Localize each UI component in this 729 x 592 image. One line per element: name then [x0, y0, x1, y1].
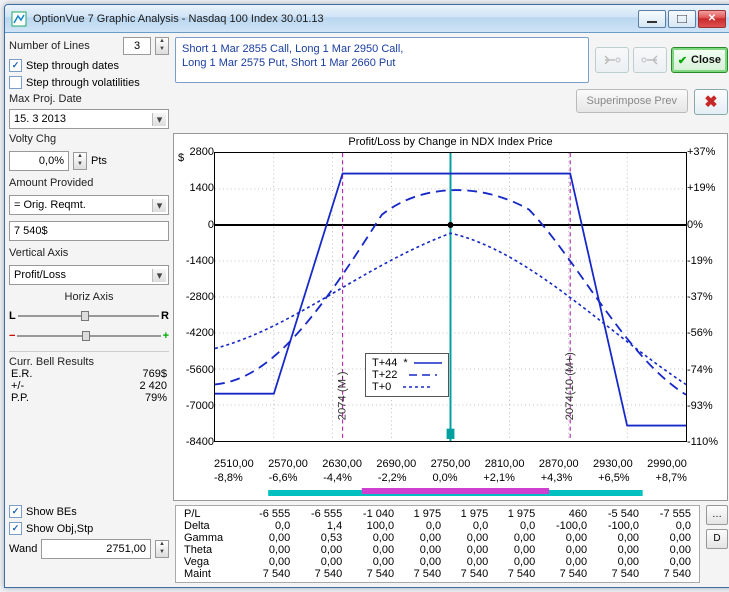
haxis-l: L — [9, 310, 16, 322]
chart-plot[interactable]: 2074 (M-) 2074(10 (M+) T+44*T+22T+0 — [214, 152, 687, 442]
y-axis-left: 280014000-1400-2800-4200-5600-7000-8400 — [176, 152, 214, 442]
vaxis-label: Vertical Axis — [9, 247, 169, 259]
svg-text:2074 (M-): 2074 (M-) — [337, 371, 349, 420]
delete-button[interactable]: ✖ — [694, 89, 728, 115]
step-dates-checkbox[interactable]: ✓Step through dates — [9, 59, 169, 72]
chart-legend: T+44*T+22T+0 — [365, 353, 449, 397]
spinner-up-icon[interactable]: ▲ — [156, 38, 168, 46]
step-dates-label: Step through dates — [26, 60, 119, 72]
maxproj-label: Max Proj. Date — [9, 93, 169, 105]
greeks-table: P/L-6 555-6 555-1 0401 9751 9751 975460-… — [175, 505, 700, 583]
wand-input[interactable]: 2751,00 — [41, 539, 151, 559]
minus-icon: − — [9, 330, 15, 342]
amount-dropdown[interactable]: = Orig. Reqmt.▾ — [9, 195, 169, 215]
show-objstp-checkbox[interactable]: ✓Show Obj,Stp — [9, 522, 169, 535]
plus-icon: + — [163, 330, 169, 342]
vaxis-dropdown[interactable]: Profit/Loss▾ — [9, 265, 169, 285]
bell-table: E.R.769$+/-2 420P.P.79% — [9, 368, 169, 404]
zoom-slider[interactable] — [17, 329, 160, 343]
check-icon: ✔ — [678, 54, 687, 67]
maximize-button[interactable] — [668, 10, 696, 28]
numlines-input[interactable]: 3 — [123, 37, 151, 55]
haxis-slider[interactable] — [18, 309, 159, 323]
wand-spinner[interactable]: ▲▼ — [155, 540, 169, 558]
close-button[interactable]: ✔Close — [671, 47, 728, 73]
window-title: OptionVue 7 Graphic Analysis - Nasdaq 10… — [33, 13, 638, 25]
haxis-label: Horiz Axis — [9, 291, 169, 303]
chart-title: Profit/Loss by Change in NDX Index Price — [174, 134, 727, 150]
bell-label: Curr. Bell Results — [9, 356, 169, 368]
app-icon — [11, 11, 27, 27]
titlebar[interactable]: OptionVue 7 Graphic Analysis - Nasdaq 10… — [5, 5, 729, 33]
x-axis-pct: -8,8%-6,6%-4,4%-2,2%0,0%+2,1%+4,3%+6,5%+… — [214, 472, 687, 484]
table-row: Maint7 5407 5407 5407 5407 5407 5407 540… — [180, 568, 695, 580]
volty-spinner[interactable]: ▲▼ — [73, 152, 87, 170]
svg-text:2074(10 (M+): 2074(10 (M+) — [564, 352, 576, 420]
step-vols-label: Step through volatilities — [26, 77, 140, 89]
x-icon: ✖ — [704, 92, 717, 112]
table-row: Gamma0,000,530,000,000,000,000,000,000,0… — [180, 532, 695, 544]
close-window-button[interactable]: ✕ — [698, 10, 726, 28]
more-button[interactable]: … — [706, 505, 728, 525]
step-vols-checkbox[interactable]: Step through volatilities — [9, 76, 169, 89]
numlines-spinner[interactable]: ▲▼ — [155, 37, 169, 55]
volty-input[interactable]: 0,0% — [9, 151, 69, 171]
nav-back-button[interactable] — [595, 47, 629, 73]
probability-bar — [214, 488, 687, 498]
nav-fwd-button[interactable] — [633, 47, 667, 73]
maxproj-input[interactable]: 15. 3 2013▾ — [9, 109, 169, 129]
superimpose-button[interactable]: Superimpose Prev — [576, 89, 689, 113]
volty-label: Volty Chg — [9, 133, 169, 145]
spinner-down-icon[interactable]: ▼ — [156, 46, 168, 54]
amount-value[interactable]: 7 540$ — [9, 221, 169, 241]
minimize-button[interactable] — [638, 10, 666, 28]
x-axis-prices: 2510,002570,002630,002690,002750,002810,… — [214, 458, 687, 470]
chart-panel: Profit/Loss by Change in NDX Index Price… — [173, 133, 728, 501]
d-button[interactable]: D — [706, 529, 728, 549]
haxis-r: R — [161, 310, 169, 322]
amount-label: Amount Provided — [9, 177, 169, 189]
table-row: Vega0,000,000,000,000,000,000,000,000,00 — [180, 556, 695, 568]
y-axis-right: +37%+19%0%-19%-37%-56%-74%-93%-110% — [687, 152, 725, 442]
table-row: Theta0,000,000,000,000,000,000,000,000,0… — [180, 544, 695, 556]
table-row: P/L-6 555-6 555-1 0401 9751 9751 975460-… — [180, 508, 695, 520]
table-row: Delta0,01,4100,00,00,00,0-100,0-100,00,0 — [180, 520, 695, 532]
volty-unit: Pts — [91, 155, 107, 167]
numlines-label: Number of Lines — [9, 40, 90, 52]
app-window: OptionVue 7 Graphic Analysis - Nasdaq 10… — [4, 4, 729, 588]
show-bes-checkbox[interactable]: ✓Show BEs — [9, 505, 169, 518]
positions-summary: Short 1 Mar 2855 Call, Long 1 Mar 2950 C… — [175, 37, 589, 83]
dropdown-arrow-icon: ▾ — [152, 113, 166, 126]
wand-label: Wand — [9, 543, 37, 555]
